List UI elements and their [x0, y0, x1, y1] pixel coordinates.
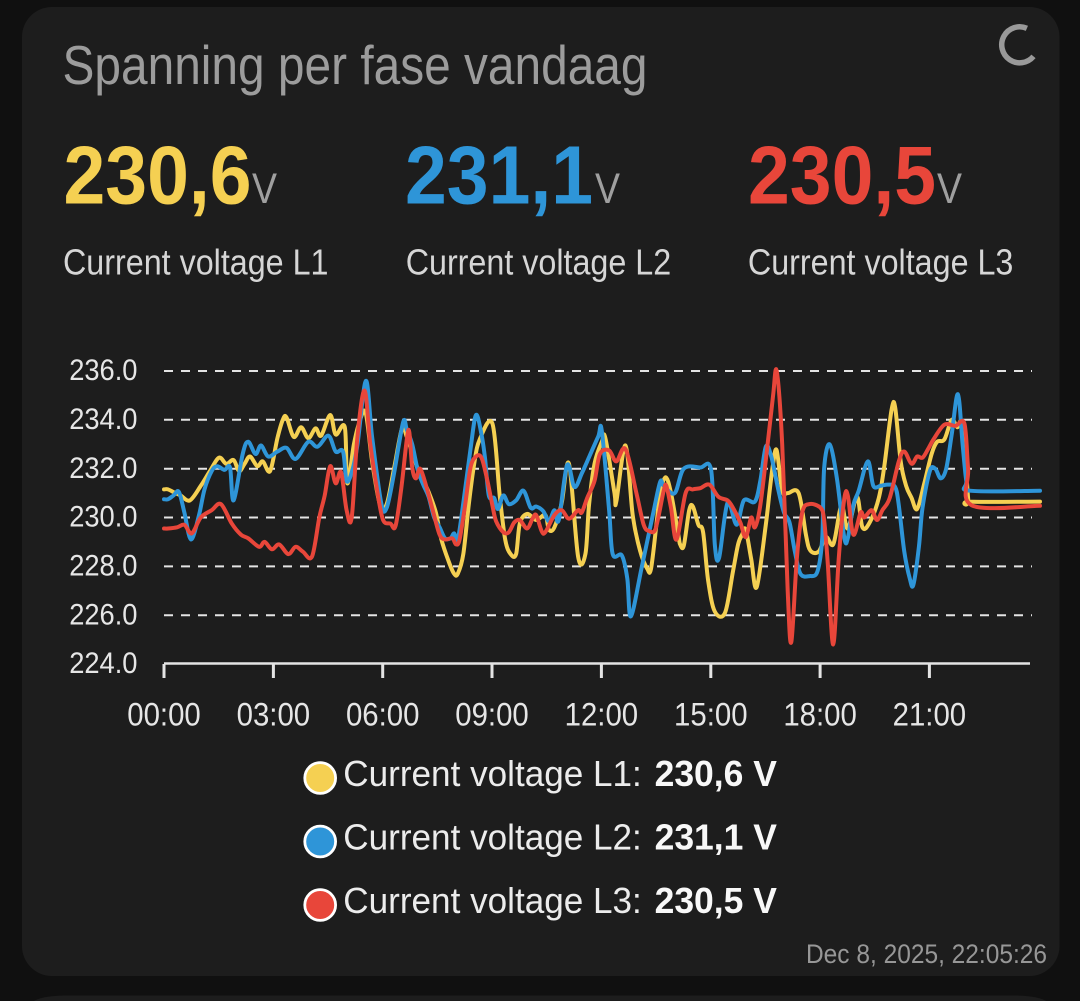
svg-text:06:00: 06:00 [346, 696, 420, 732]
svg-text:09:00: 09:00 [455, 696, 529, 732]
svg-text:00:00: 00:00 [127, 696, 201, 732]
svg-text:226.0: 226.0 [69, 598, 137, 631]
svg-text:236.0: 236.0 [69, 354, 137, 387]
svg-text:Spanning per fase vandaag: Spanning per fase vandaag [63, 35, 648, 96]
svg-text:230,5 V: 230,5 V [655, 880, 778, 921]
svg-text:234.0: 234.0 [69, 403, 137, 436]
svg-text:228.0: 228.0 [69, 550, 137, 583]
svg-text:224.0: 224.0 [69, 647, 137, 680]
svg-text:Current voltage L3: Current voltage L3 [748, 242, 1014, 283]
svg-text:V: V [937, 165, 962, 213]
svg-text:Current voltage L2:: Current voltage L2: [343, 817, 642, 858]
svg-text:231,1: 231,1 [405, 130, 593, 222]
svg-text:V: V [595, 165, 620, 213]
svg-text:15:00: 15:00 [674, 696, 748, 732]
svg-text:12:00: 12:00 [565, 696, 639, 732]
svg-text:230,5: 230,5 [748, 130, 936, 222]
svg-text:V: V [252, 165, 277, 213]
svg-text:232.0: 232.0 [69, 452, 137, 485]
svg-text:03:00: 03:00 [237, 696, 311, 732]
svg-text:18:00: 18:00 [783, 696, 857, 732]
svg-text:Dec 8, 2025, 22:05:26: Dec 8, 2025, 22:05:26 [806, 939, 1047, 969]
svg-text:Current voltage L1: Current voltage L1 [63, 242, 329, 283]
svg-text:21:00: 21:00 [893, 696, 967, 732]
svg-text:Current voltage L1:: Current voltage L1: [343, 753, 642, 794]
svg-text:230.0: 230.0 [69, 501, 137, 534]
svg-text:Current voltage L2: Current voltage L2 [406, 242, 672, 283]
svg-text:230,6 V: 230,6 V [655, 753, 778, 794]
svg-text:231,1 V: 231,1 V [655, 817, 778, 858]
svg-text:230,6: 230,6 [64, 130, 252, 222]
svg-text:Current voltage L3:: Current voltage L3: [343, 880, 642, 921]
